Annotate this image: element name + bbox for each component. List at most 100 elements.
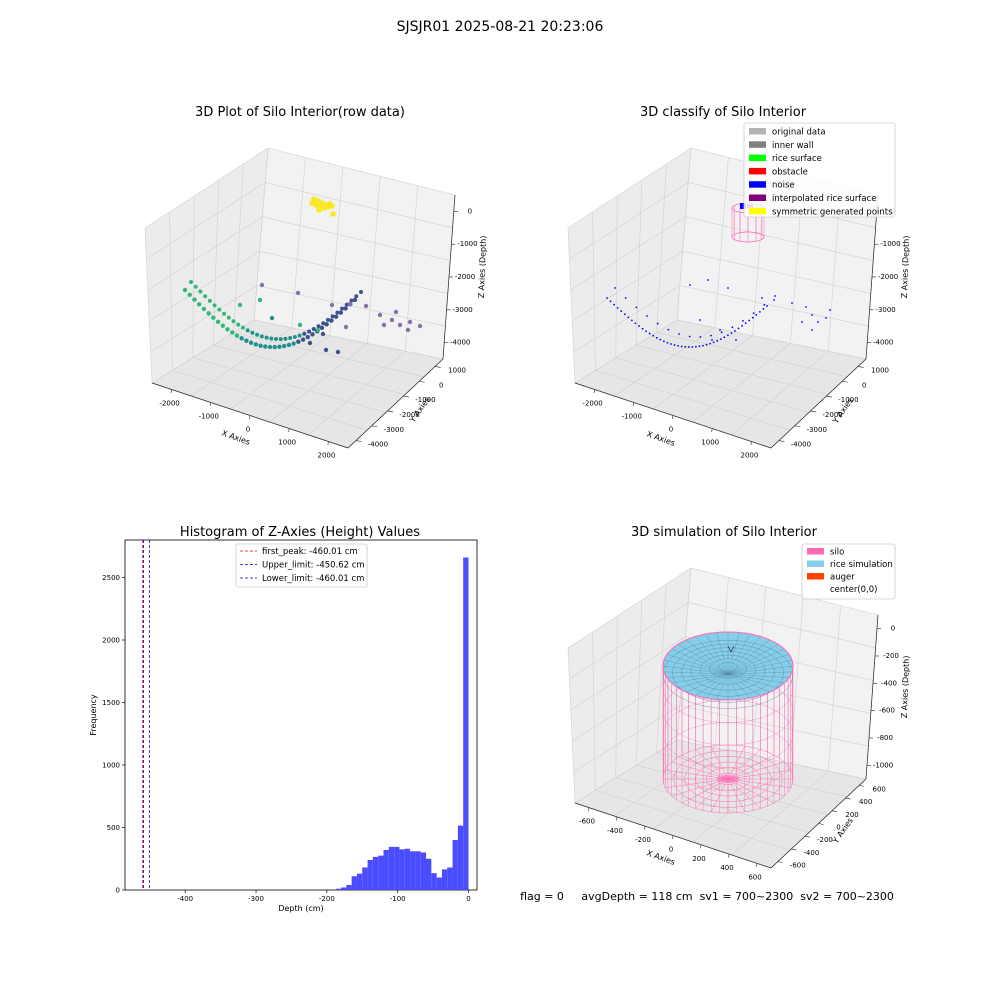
scatter-point [393,309,399,315]
legend-swatch [749,181,766,188]
rice-mesh-spoke [727,639,770,675]
noise-point [620,310,623,313]
rice-mesh-spoke [727,673,770,693]
silo-floor-spoke [681,778,729,804]
noise-point [648,332,651,335]
noise-point [720,331,723,334]
legend-swatch [749,207,766,215]
legend-label: obstacle [772,167,808,177]
noise-point [762,308,765,310]
z-tick-label: 0 [468,207,472,215]
hist-bar [420,852,427,890]
noise-point [719,338,722,341]
panel-classify-axes-box [567,147,879,449]
y-axis-line [770,358,867,449]
grid-line [569,602,689,680]
silo-floor-spoke [727,754,775,780]
y-tick-label: 2500 [102,574,120,582]
tick-mark [672,415,674,420]
panel-classify-zlabel: Z Axies (Depth) [900,235,911,298]
rice-mesh-spoke [727,648,785,675]
hist-bar [404,848,411,890]
silo-floor-spoke [665,769,729,780]
x-tick-label: 0 [669,426,673,434]
grid-line [567,647,576,804]
hist-legend-frame [235,543,368,588]
hist-bar [452,840,458,890]
scatter-point [389,317,395,323]
panel-sim-legend: silo rice simulation auger center(0,0) [801,543,896,600]
y-tick-label: -200 [817,836,833,844]
scatter-point [405,327,411,333]
scatter-point [234,333,240,338]
grid-line [144,147,269,229]
rice-mesh-spoke [727,673,778,688]
scatter-point [407,319,413,325]
legend-swatch [749,194,766,201]
panel-sim-ylabel: Y Axies [830,816,855,846]
grid-line [269,343,368,423]
panel-sim-x-ticks: -600 -400 -200 0 200 400 600 [579,807,762,881]
noise-point [726,334,729,337]
y-tick-label: 0 [439,381,443,389]
x-tick-label: 400 [720,864,733,872]
grid-line [615,195,618,358]
panel-raw-y-ticks: -4000 -3000 -2000 -1000 0 1000 [355,366,466,449]
rice-mesh-spoke [716,673,729,700]
y-tick-label: -1000 [838,396,858,404]
scatter-point [192,297,197,302]
tick-mark [711,428,713,433]
noise-point [755,313,758,316]
hist-bar [383,850,389,890]
panel-histogram: Histogram of Z-Axies (Height) Values -40… [89,525,478,913]
silo-floor-spoke [727,746,746,780]
scatter-point [302,331,307,336]
hist-bar [415,851,421,890]
legend-label: center(0,0) [830,585,878,595]
scatter-point [196,302,202,307]
panel-raw-axes-box [144,147,456,449]
grid-line [676,147,692,321]
tick-mark [672,835,674,840]
panel-raw-x-ticks: -2000 -1000 0 1000 2000 [159,389,335,460]
grid-line [213,344,406,395]
hist-bar [457,825,464,890]
scatter-point [292,334,297,339]
noise-point [694,345,697,348]
noise-point [737,327,740,330]
z-tick-label: -600 [879,707,895,715]
grid-line [692,343,791,423]
legend-swatch [749,167,766,175]
z-tick-label: -3000 [875,306,895,314]
cylinder-bottom [731,231,765,243]
floor-pane [152,320,443,448]
rice-mesh-spoke [671,673,729,684]
tick-mark [810,410,817,413]
grid-line [144,227,153,384]
grid-line [614,327,715,397]
z-tick-label: -4000 [873,339,893,347]
y-tick-label: 1000 [871,366,889,374]
rice-mesh-spoke [671,648,729,675]
legend-label: rice simulation [830,560,893,570]
scatter-point [222,311,227,316]
rice-mesh-spoke [716,632,729,675]
panel-raw-3d: 3D Plot of Silo Interior(row data) -2000… [144,105,488,460]
tick-mark [419,380,425,383]
grid-line [635,599,643,766]
y-tick-label: -4000 [368,441,388,449]
figure-suptitle: SJSJR01 2025-08-21 20:23:06 [397,19,604,35]
hist-bar [351,876,357,890]
rice-mesh-spoke [695,673,729,696]
noise-point [710,334,712,337]
rice-mesh-spoke [727,659,793,675]
x-tick-label: -200 [319,895,335,903]
z-tick-label: -2000 [878,273,898,281]
scatter-point [307,329,312,334]
grid-line [679,285,869,327]
hist-bar [436,877,442,890]
scatter-point [272,344,277,350]
silo-floor-spoke [671,761,729,780]
x-tick-label: 600 [748,873,761,881]
noise-point [716,339,719,342]
